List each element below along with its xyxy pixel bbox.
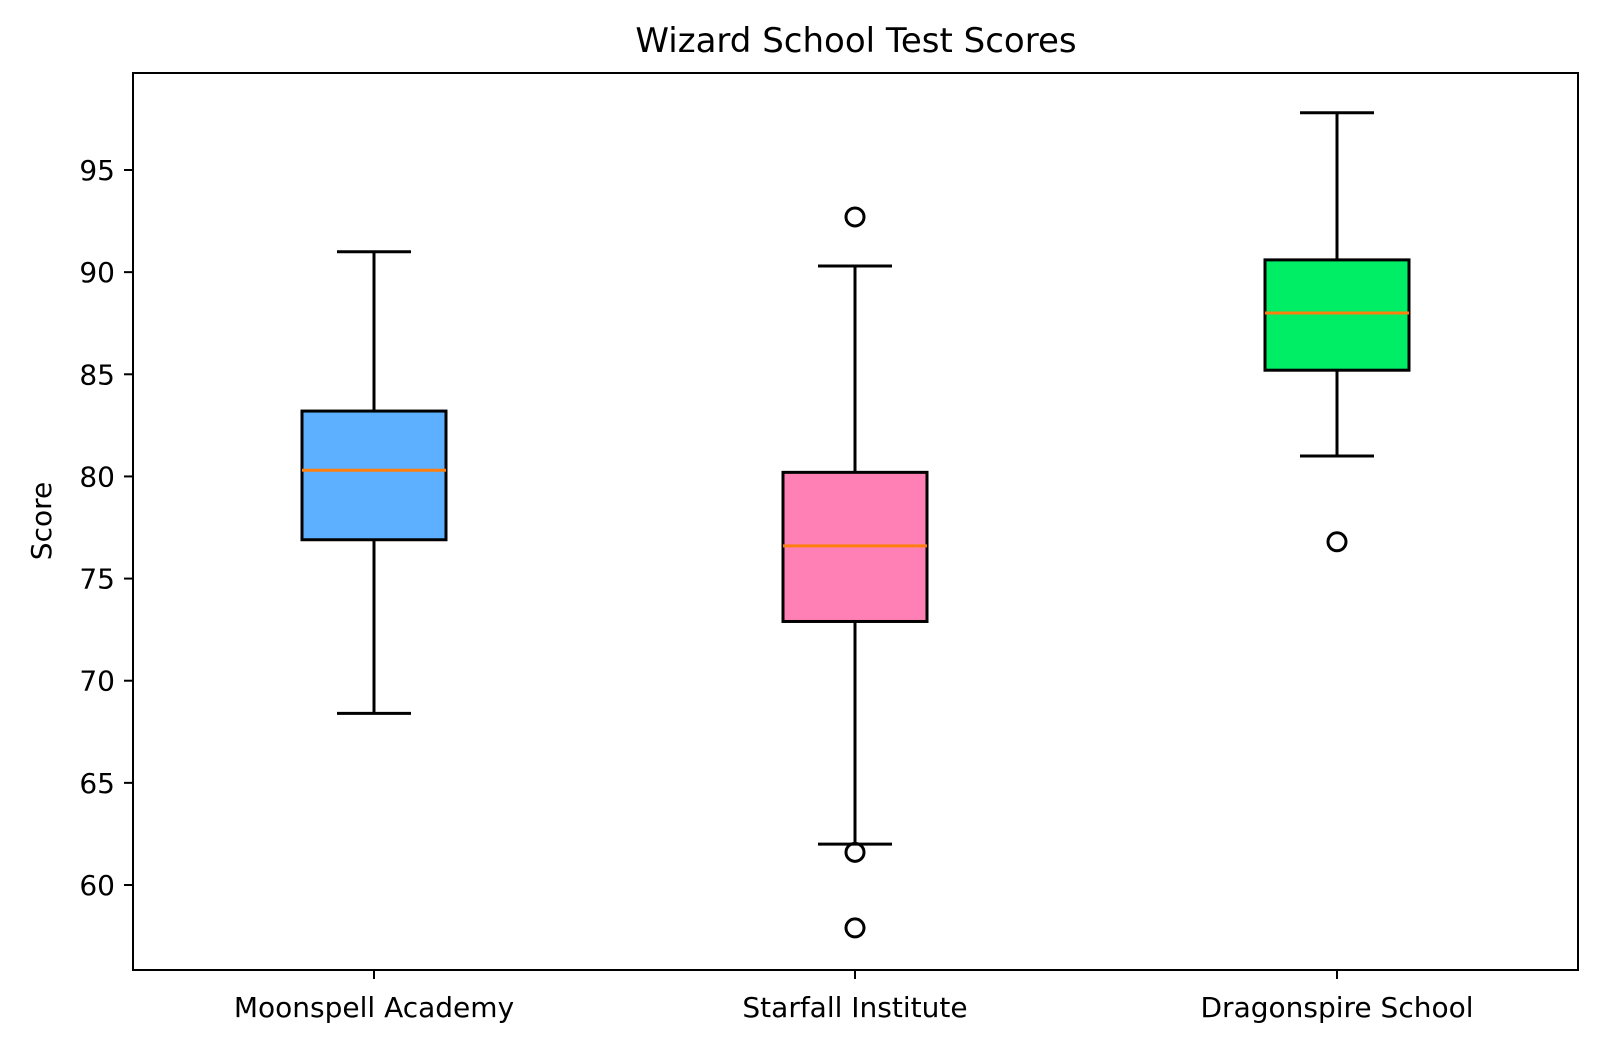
boxes-group [300,111,1411,939]
outlier-point [1326,531,1348,553]
iqr-box [1263,258,1411,372]
outlier-point [844,206,866,228]
x-tick-label: Moonspell Academy [234,991,514,1024]
x-tick-label: Starfall Institute [742,991,967,1024]
y-tick-label: 90 [79,256,115,289]
box-moonspell-academy [300,250,448,715]
chart-title: Wizard School Test Scores [635,21,1076,61]
iqr-box [300,409,448,542]
plot-frame [132,72,1579,971]
y-axis-ticks: 60 65 70 75 80 85 90 95 [79,154,133,902]
y-tick-label: 80 [79,460,115,493]
outlier-point [844,917,866,939]
y-tick-label: 85 [79,358,115,391]
box-starfall-institute [781,206,929,939]
x-axis-ticks: Moonspell Academy Starfall Institute Drago… [234,970,1474,1024]
y-tick-label: 65 [79,767,115,800]
box-dragonspire-school [1263,111,1411,553]
y-tick-label: 75 [79,563,115,596]
y-axis-label: Score [25,482,58,560]
y-tick-label: 95 [79,154,115,187]
x-tick-label: Dragonspire School [1201,991,1474,1024]
y-tick-label: 70 [79,665,115,698]
y-tick-label: 60 [79,869,115,902]
outlier-point [844,841,866,863]
